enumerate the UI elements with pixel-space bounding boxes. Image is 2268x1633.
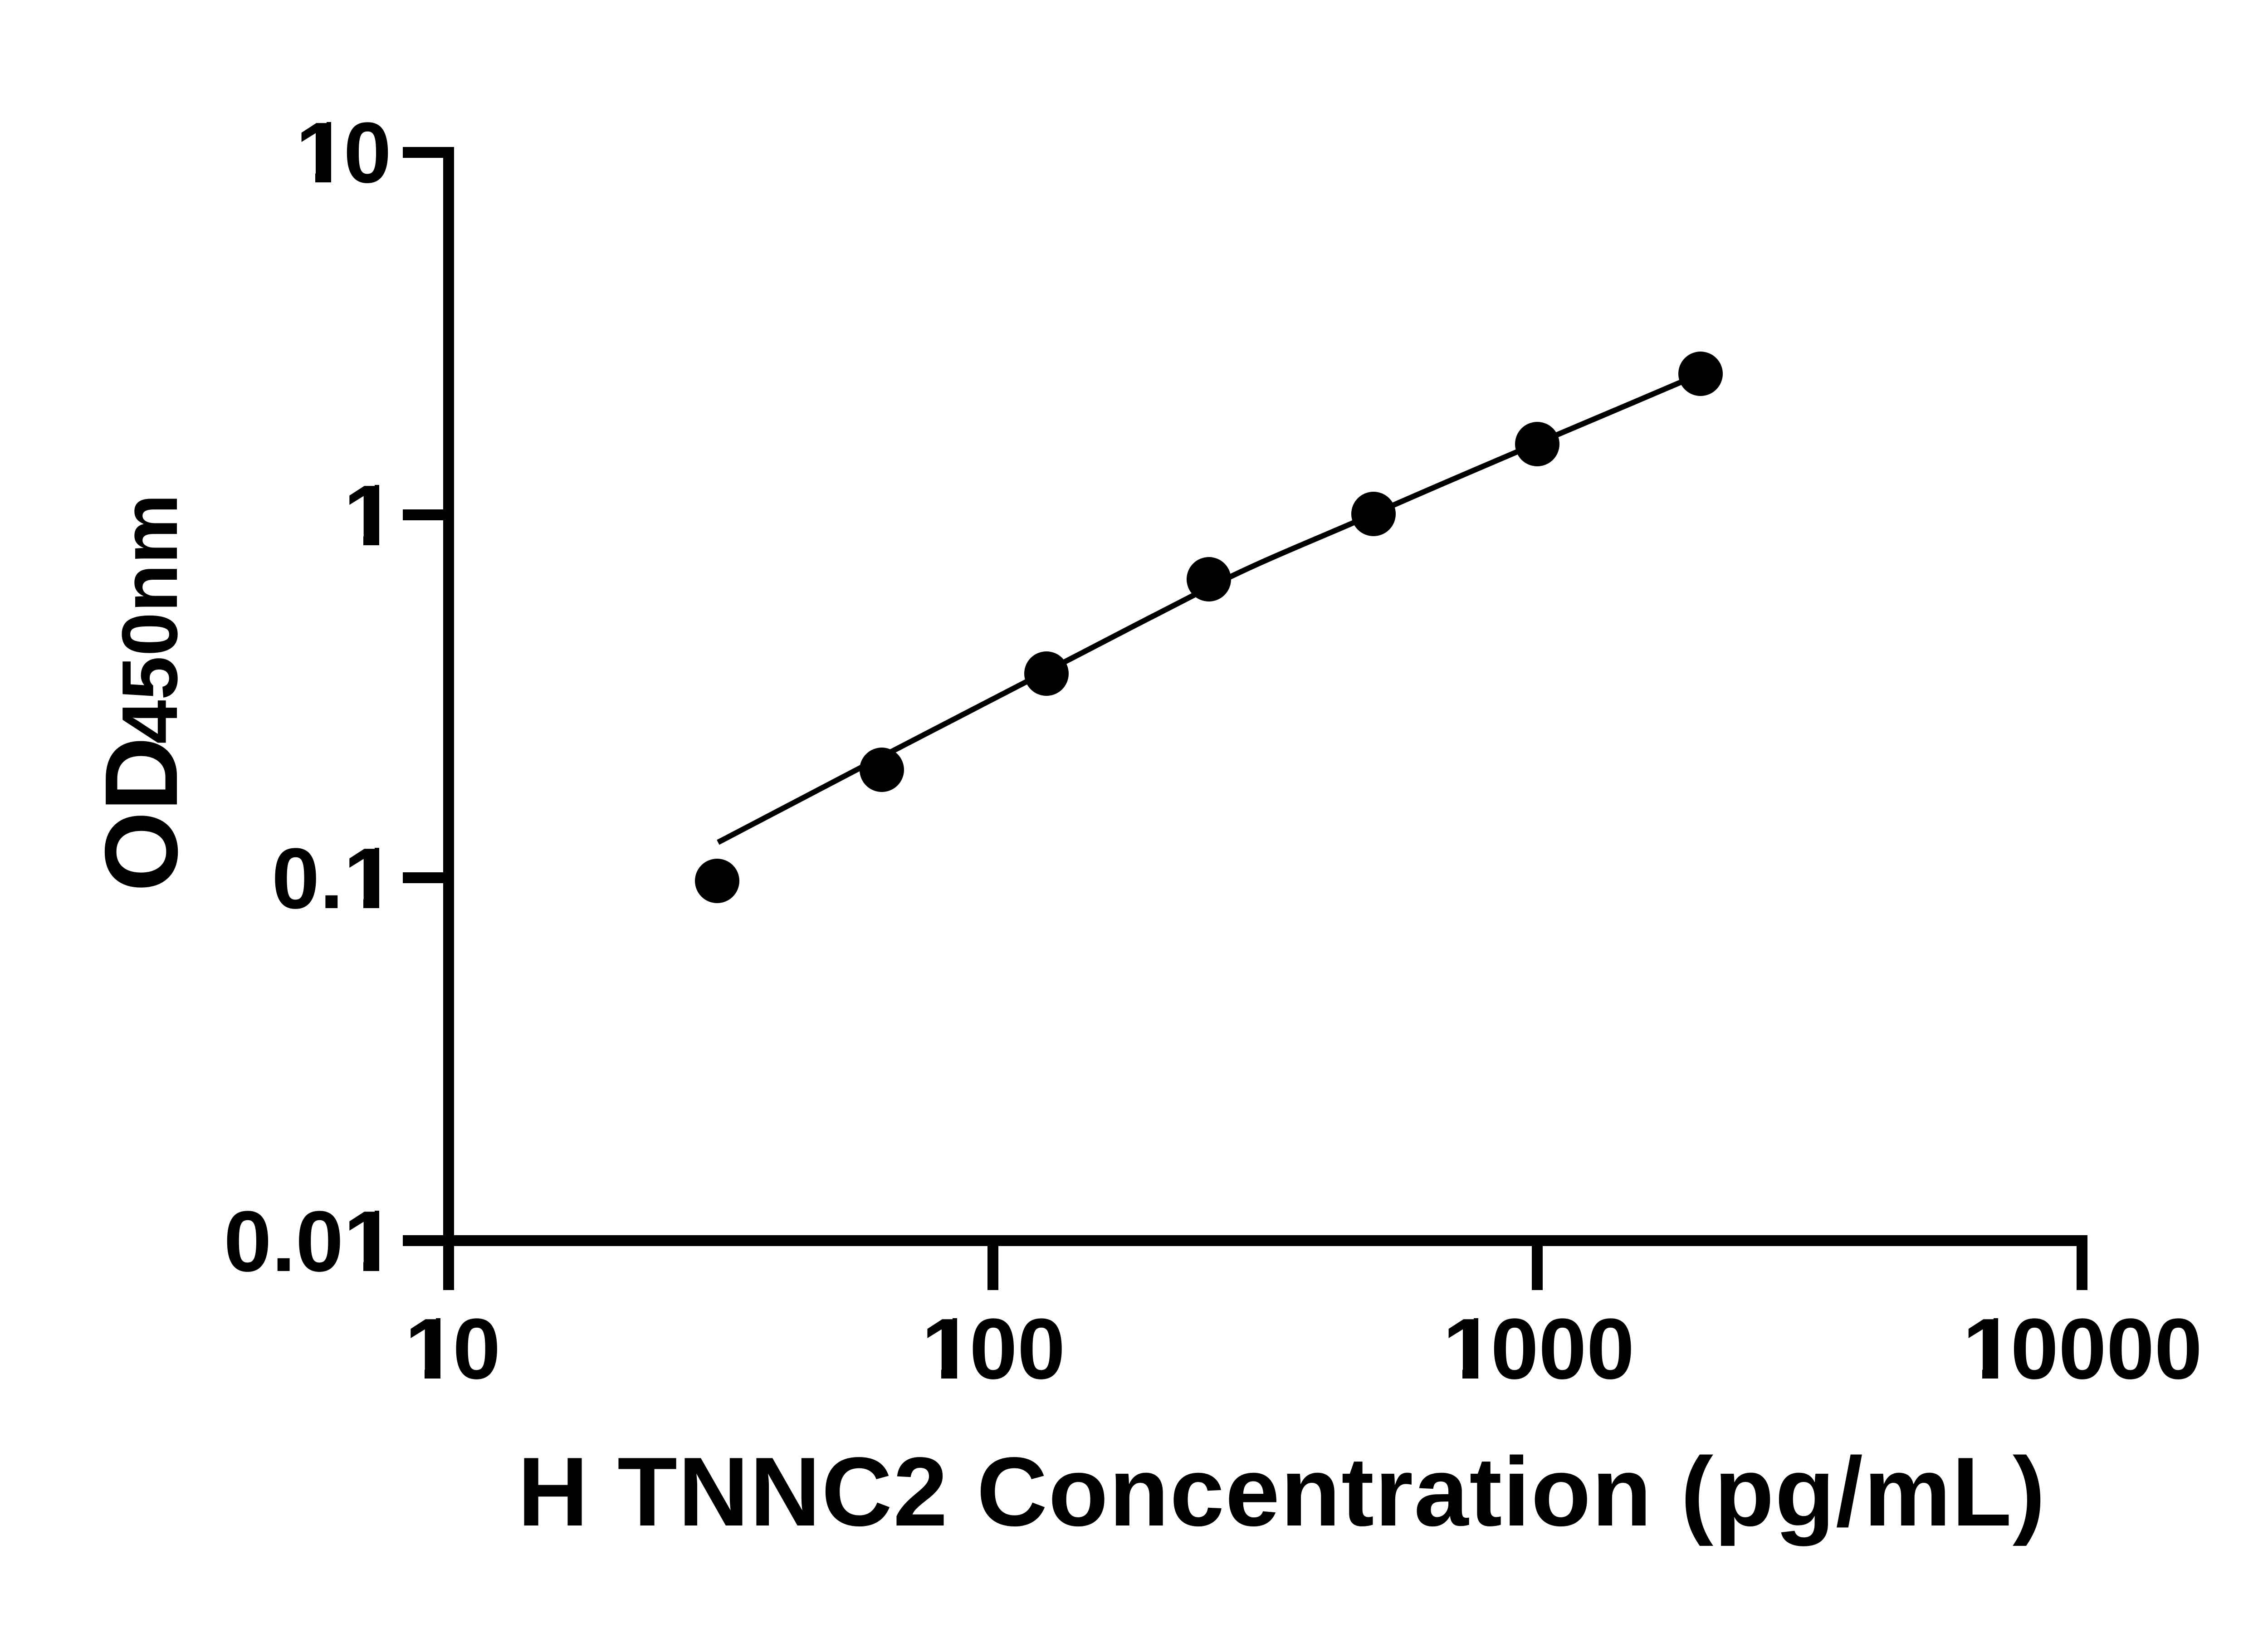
svg-text:0.1: 0.1 bbox=[272, 831, 391, 927]
svg-text:H TNNC2 Concentration (pg/mL): H TNNC2 Concentration (pg/mL) bbox=[518, 1437, 2046, 1546]
svg-text:10: 10 bbox=[405, 1301, 500, 1397]
svg-text:1: 1 bbox=[343, 468, 391, 564]
svg-text:OD450nm: OD450nm bbox=[84, 494, 199, 892]
svg-text:0.01: 0.01 bbox=[224, 1193, 391, 1290]
svg-text:10000: 10000 bbox=[1963, 1301, 2202, 1397]
svg-text:1000: 1000 bbox=[1443, 1301, 1635, 1397]
svg-text:10: 10 bbox=[296, 105, 391, 201]
svg-text:100: 100 bbox=[921, 1301, 1065, 1397]
